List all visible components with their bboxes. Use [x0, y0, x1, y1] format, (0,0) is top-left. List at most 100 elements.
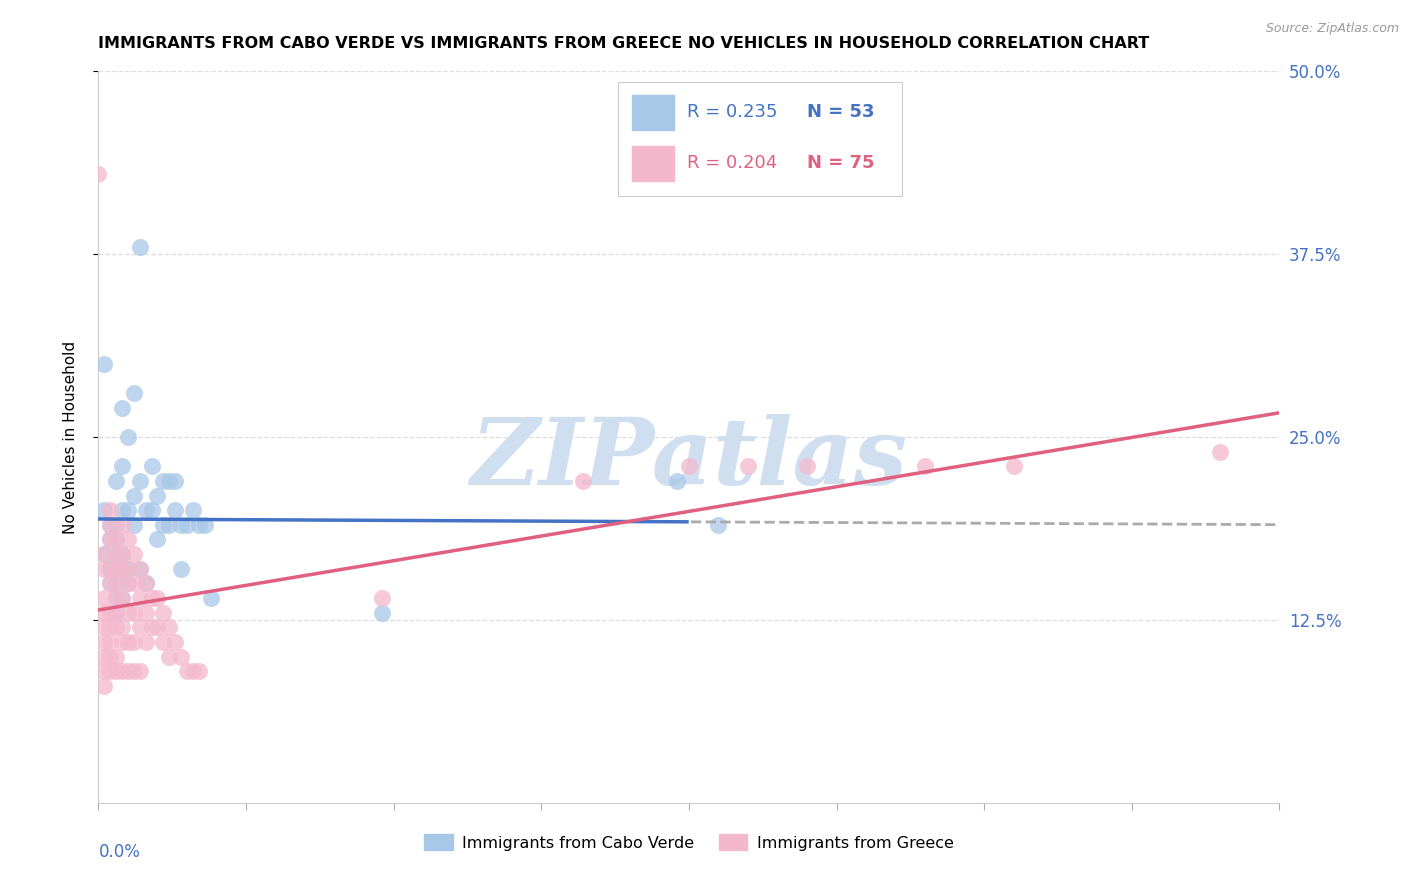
Point	[128, 664, 150, 678]
Point	[98, 533, 121, 547]
Point	[117, 606, 139, 620]
Point	[111, 517, 134, 532]
Point	[105, 664, 128, 678]
Point	[111, 547, 134, 561]
Point	[98, 620, 121, 634]
Point	[122, 517, 145, 532]
Point	[105, 474, 128, 488]
Point	[93, 620, 115, 634]
Text: R = 0.204: R = 0.204	[686, 153, 778, 172]
Y-axis label: No Vehicles in Household: No Vehicles in Household	[63, 341, 77, 533]
Point	[93, 357, 115, 371]
Point	[128, 474, 150, 488]
Point	[146, 591, 169, 605]
Text: R = 0.235: R = 0.235	[686, 103, 778, 120]
Point	[93, 649, 115, 664]
Point	[128, 620, 150, 634]
Point	[128, 240, 150, 254]
Point	[122, 664, 145, 678]
Point	[152, 635, 174, 649]
Point	[371, 591, 394, 605]
Point	[157, 474, 180, 488]
Bar	[633, 146, 673, 181]
Point	[146, 620, 169, 634]
Point	[111, 635, 134, 649]
Point	[152, 474, 174, 488]
Point	[135, 635, 157, 649]
Point	[157, 517, 180, 532]
Point	[176, 517, 198, 532]
Point	[98, 606, 121, 620]
Point	[128, 591, 150, 605]
Point	[98, 562, 121, 576]
Point	[141, 620, 163, 634]
Point	[678, 459, 700, 474]
Point	[117, 503, 139, 517]
Point	[111, 547, 134, 561]
Text: 0.0%: 0.0%	[98, 843, 141, 861]
Point	[157, 649, 180, 664]
Point	[98, 649, 121, 664]
Point	[105, 591, 128, 605]
Point	[146, 533, 169, 547]
Point	[181, 503, 204, 517]
Point	[914, 459, 936, 474]
Point	[111, 503, 134, 517]
Point	[170, 649, 193, 664]
Point	[87, 167, 110, 181]
Point	[170, 517, 193, 532]
Point	[122, 635, 145, 649]
Point	[111, 591, 134, 605]
Text: N = 75: N = 75	[807, 153, 875, 172]
Point	[122, 489, 145, 503]
Point	[135, 576, 157, 591]
Point	[135, 606, 157, 620]
Point	[796, 459, 818, 474]
Point	[135, 503, 157, 517]
Point	[122, 606, 145, 620]
Point	[117, 562, 139, 576]
Point	[165, 503, 187, 517]
Point	[98, 562, 121, 576]
Point	[117, 635, 139, 649]
Point	[117, 533, 139, 547]
Point	[122, 547, 145, 561]
Point	[93, 547, 115, 561]
Point	[111, 459, 134, 474]
Text: Source: ZipAtlas.com: Source: ZipAtlas.com	[1265, 22, 1399, 36]
Text: IMMIGRANTS FROM CABO VERDE VS IMMIGRANTS FROM GREECE NO VEHICLES IN HOUSEHOLD CO: IMMIGRANTS FROM CABO VERDE VS IMMIGRANTS…	[98, 36, 1150, 51]
Legend: Immigrants from Cabo Verde, Immigrants from Greece: Immigrants from Cabo Verde, Immigrants f…	[418, 828, 960, 857]
Point	[105, 591, 128, 605]
Point	[737, 459, 759, 474]
Point	[1002, 459, 1025, 474]
Point	[181, 664, 204, 678]
Point	[135, 576, 157, 591]
Point	[105, 649, 128, 664]
Point	[93, 503, 115, 517]
Point	[98, 517, 121, 532]
FancyBboxPatch shape	[619, 82, 901, 195]
Point	[98, 576, 121, 591]
Point	[122, 576, 145, 591]
Point	[105, 562, 128, 576]
Point	[152, 606, 174, 620]
Point	[117, 664, 139, 678]
Point	[194, 517, 217, 532]
Point	[707, 517, 730, 532]
Point	[152, 517, 174, 532]
Point	[93, 547, 115, 561]
Point	[141, 591, 163, 605]
Point	[105, 533, 128, 547]
Point	[571, 474, 593, 488]
Point	[111, 620, 134, 634]
Point	[157, 620, 180, 634]
Point	[117, 430, 139, 444]
Point	[176, 664, 198, 678]
Point	[105, 606, 128, 620]
Point	[98, 517, 121, 532]
Text: N = 53: N = 53	[807, 103, 875, 120]
Point	[105, 620, 128, 634]
Point	[111, 401, 134, 415]
Point	[1209, 444, 1232, 458]
Point	[141, 459, 163, 474]
